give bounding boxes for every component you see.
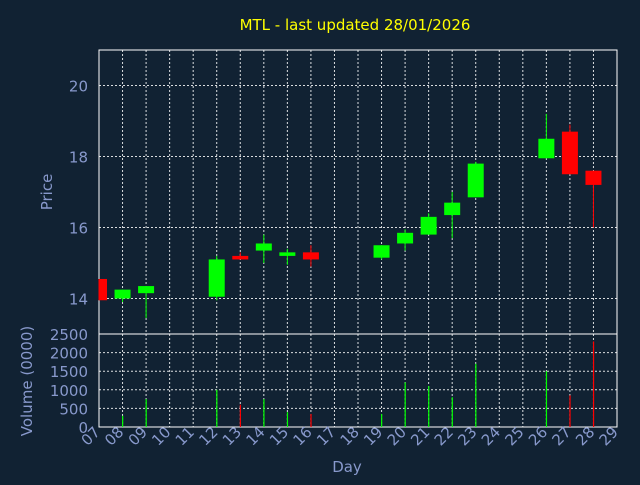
volume-tick-label: 500: [59, 400, 88, 418]
volume-tick-label: 2500: [50, 326, 88, 344]
volume-bar: [122, 415, 124, 427]
volume-panel: 0500100015002000250007080910111213141516…: [50, 326, 622, 449]
volume-bar: [569, 395, 571, 427]
volume-bar: [404, 382, 406, 427]
candle-body: [561, 131, 578, 175]
candle-body: [255, 243, 272, 251]
candle-body: [138, 286, 155, 294]
volume-axis-label: Volume (0000): [18, 326, 36, 436]
candle-body: [444, 202, 461, 216]
volume-bar: [381, 413, 383, 427]
volume-bar: [263, 399, 265, 427]
volume-bar: [428, 386, 430, 427]
price-tick-label: 20: [69, 78, 88, 96]
volume-tick-label: 1500: [50, 363, 88, 381]
candle-body: [420, 216, 437, 235]
chart-title: MTL - last updated 28/01/2026: [240, 16, 471, 34]
candle-body: [538, 138, 555, 159]
price-tick-label: 14: [69, 291, 88, 309]
volume-bar: [310, 413, 312, 427]
volume-frame: [98, 333, 618, 428]
candle-body: [373, 245, 390, 258]
candle-body: [585, 170, 602, 185]
candle-body: [114, 289, 131, 299]
price-tick-label: 18: [69, 149, 88, 167]
volume-tick-label: 0: [78, 419, 88, 437]
volume-tick-label: 1000: [50, 382, 88, 400]
candle-body: [232, 255, 249, 260]
candle-body: [397, 232, 414, 244]
price-panel: 14 16 18 20: [69, 49, 618, 335]
price-tick-label: 16: [69, 220, 88, 238]
volume-bar: [545, 371, 548, 427]
volume-tick-label: 2000: [50, 345, 88, 363]
candle-body: [279, 252, 296, 256]
volume-bar: [592, 341, 595, 427]
candle-body: [467, 163, 484, 198]
volume-bar: [475, 363, 477, 427]
volume-bar: [239, 404, 241, 427]
x-axis-label: Day: [332, 458, 362, 476]
candle-body: [99, 278, 107, 301]
volume-bar: [451, 397, 453, 427]
candle-body: [302, 252, 319, 260]
volume-bar: [145, 399, 147, 427]
candle-body: [208, 259, 225, 297]
volume-bar: [286, 412, 289, 427]
volume-bar: [216, 389, 218, 427]
price-axis-label: Price: [38, 174, 56, 211]
